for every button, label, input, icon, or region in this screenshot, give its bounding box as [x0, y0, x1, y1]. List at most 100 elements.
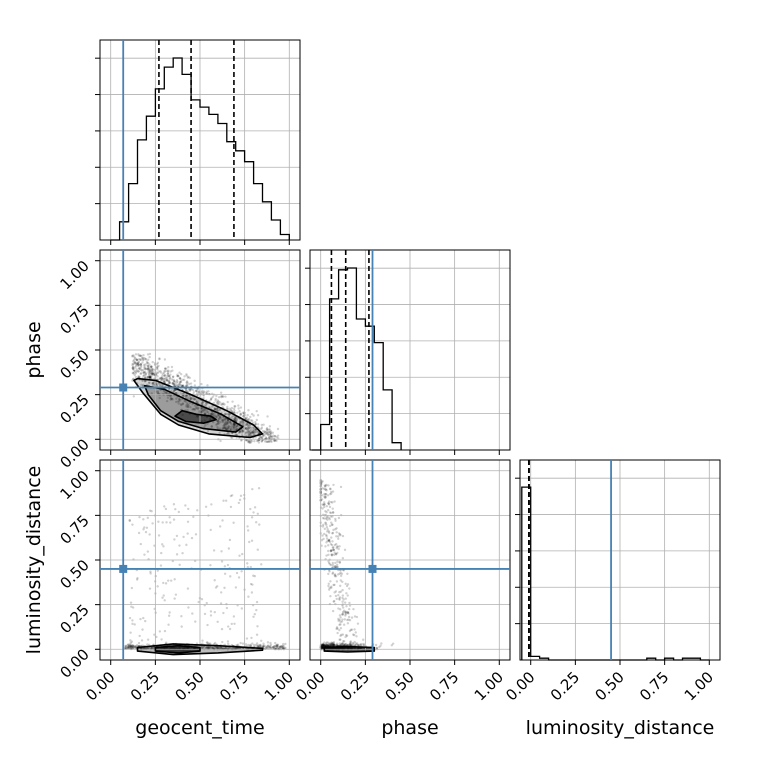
scatter-point — [134, 353, 138, 356]
scatter-point — [332, 546, 335, 549]
scatter-point — [267, 440, 270, 443]
scatter-point — [148, 376, 152, 379]
scatter-point — [355, 615, 359, 619]
scatter-point — [132, 358, 136, 361]
scatter-point — [181, 378, 184, 382]
scatter-point — [181, 394, 184, 397]
scatter-point — [165, 378, 169, 382]
scatter-point — [246, 422, 249, 425]
scatter-point — [346, 594, 349, 597]
scatter-point — [266, 440, 269, 444]
scatter-point — [159, 376, 163, 380]
scatter-point — [209, 610, 213, 613]
scatter-point — [218, 427, 222, 430]
scatter-point — [248, 431, 252, 434]
scatter-point — [132, 359, 135, 363]
x-axis-label-phase: phase — [381, 717, 438, 739]
scatter-point — [242, 415, 245, 418]
scatter-point — [227, 642, 230, 646]
scatter-point — [249, 426, 253, 429]
scatter-point — [166, 373, 170, 376]
scatter-point — [339, 584, 342, 588]
scatter-point — [328, 518, 332, 521]
scatter-point — [160, 551, 163, 555]
scatter-point — [345, 642, 348, 646]
scatter-point — [260, 439, 264, 443]
scatter-point — [220, 395, 223, 399]
scatter-point — [157, 534, 161, 537]
scatter-point — [131, 363, 134, 367]
scatter-point — [151, 372, 154, 375]
scatter-point — [163, 505, 166, 508]
scatter-point — [168, 381, 171, 385]
scatter-point — [273, 439, 276, 443]
scatter-point — [256, 423, 260, 426]
scatter-point — [327, 582, 330, 586]
scatter-point — [132, 368, 135, 371]
scatter-point — [163, 367, 167, 370]
scatter-point — [141, 383, 145, 387]
scatter-point — [341, 618, 344, 621]
scatter-point — [230, 406, 234, 410]
scatter-point — [255, 642, 259, 645]
scatter-point — [188, 388, 192, 391]
scatter-point — [265, 427, 269, 430]
scatter-point — [244, 434, 248, 437]
scatter-point — [184, 394, 187, 398]
scatter-point — [330, 543, 334, 547]
scatter-point — [167, 374, 171, 378]
scatter-point — [249, 431, 253, 435]
scatter-point — [149, 572, 152, 575]
scatter-point — [186, 390, 190, 393]
scatter-point — [273, 435, 276, 438]
scatter-point — [223, 419, 227, 422]
scatter-point — [176, 391, 179, 394]
scatter-point — [197, 400, 201, 403]
scatter-point — [350, 628, 354, 631]
scatter-point — [246, 565, 250, 569]
scatter-point — [256, 414, 260, 417]
scatter-point — [138, 357, 141, 361]
scatter-point — [338, 545, 341, 548]
scatter-point — [250, 439, 254, 443]
scatter-point — [135, 358, 139, 362]
scatter-point — [215, 401, 219, 404]
scatter-point — [143, 380, 147, 383]
scatter-point — [210, 405, 214, 408]
scatter-point — [128, 519, 131, 523]
scatter-point — [142, 528, 145, 531]
scatter-point — [156, 371, 160, 375]
scatter-point — [192, 398, 196, 401]
scatter-point — [218, 416, 221, 419]
scatter-point — [240, 429, 244, 432]
scatter-point — [237, 404, 240, 407]
scatter-point — [136, 362, 139, 366]
scatter-point — [163, 374, 167, 377]
scatter-point — [148, 376, 152, 379]
scatter-point — [328, 505, 332, 509]
scatter-point — [182, 395, 185, 398]
truth-marker-phase-geocent_time — [119, 383, 128, 392]
scatter-point — [215, 415, 218, 418]
scatter-point — [241, 421, 245, 425]
scatter-point — [146, 375, 150, 379]
scatter-point — [345, 584, 349, 588]
scatter-point — [147, 366, 150, 370]
scatter-point — [223, 423, 226, 427]
panel-luminosity_distance-luminosity_distance — [515, 459, 721, 665]
scatter-point — [233, 417, 236, 420]
scatter-point — [182, 378, 186, 382]
scatter-point — [349, 640, 352, 643]
scatter-point — [142, 371, 145, 375]
scatter-point — [269, 431, 272, 434]
scatter-point — [158, 357, 161, 360]
scatter-point — [201, 639, 204, 642]
scatter-point — [241, 429, 245, 433]
scatter-point — [163, 599, 166, 602]
scatter-point — [251, 431, 254, 434]
scatter-point — [130, 645, 133, 649]
scatter-point — [344, 614, 347, 617]
scatter-point — [329, 492, 332, 496]
scatter-point — [322, 523, 325, 526]
scatter-point — [232, 426, 236, 429]
